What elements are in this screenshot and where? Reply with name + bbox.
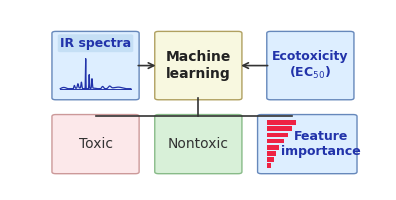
Text: Feature
importance: Feature importance bbox=[281, 130, 361, 158]
Text: IR spectra: IR spectra bbox=[60, 37, 131, 50]
FancyBboxPatch shape bbox=[155, 115, 242, 174]
Text: Nontoxic: Nontoxic bbox=[168, 137, 229, 151]
FancyBboxPatch shape bbox=[257, 115, 357, 174]
FancyBboxPatch shape bbox=[58, 34, 133, 52]
Bar bbox=[267, 145, 279, 150]
FancyBboxPatch shape bbox=[155, 31, 242, 100]
Bar bbox=[267, 133, 287, 137]
FancyBboxPatch shape bbox=[52, 115, 139, 174]
Text: Toxic: Toxic bbox=[78, 137, 112, 151]
Text: Machine
learning: Machine learning bbox=[166, 50, 231, 81]
Bar bbox=[267, 151, 276, 156]
Bar bbox=[267, 157, 274, 162]
FancyBboxPatch shape bbox=[267, 31, 354, 100]
Bar bbox=[267, 163, 271, 168]
Text: Ecotoxicity
(EC$_{50}$): Ecotoxicity (EC$_{50}$) bbox=[272, 50, 348, 81]
FancyBboxPatch shape bbox=[52, 31, 139, 100]
Bar bbox=[267, 126, 292, 131]
Bar bbox=[267, 120, 296, 125]
Bar bbox=[267, 139, 284, 143]
